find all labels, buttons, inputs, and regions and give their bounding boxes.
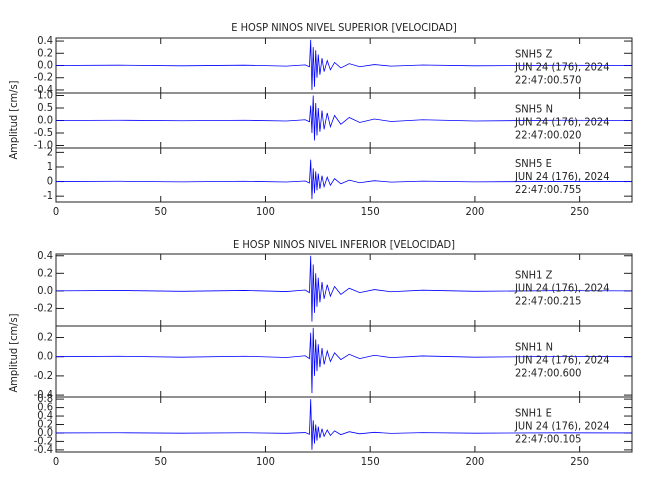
y-tick-label: 2 [47, 145, 53, 158]
y-tick-label: 0.4 [37, 409, 53, 422]
y-tick-label: 0 [47, 175, 53, 188]
x-tick-label: 100 [256, 205, 275, 218]
waveform [55, 255, 633, 322]
date-label: JUN 24 (176), 2024 [514, 116, 610, 129]
date-label: JUN 24 (176), 2024 [514, 282, 610, 295]
waveform [55, 159, 633, 200]
y-tick-label: -0.2 [34, 434, 53, 447]
x-tick-label: 150 [361, 205, 380, 218]
station-label: SNH1 E [515, 407, 552, 420]
x-tick-label: 150 [361, 455, 380, 468]
y-tick-label: 0.2 [37, 418, 53, 431]
y-tick-label: -0.5 [34, 126, 53, 139]
date-label: JUN 24 (176), 2024 [514, 420, 610, 433]
y-tick-label: -0.4 [34, 443, 53, 456]
y-tick-label: -1 [43, 189, 53, 202]
waveform [55, 399, 633, 450]
y-tick-label: 0.8 [37, 392, 53, 405]
y-tick-label: 0.2 [37, 46, 53, 59]
x-tick-label: 50 [154, 455, 167, 468]
date-label: JUN 24 (176), 2024 [514, 170, 610, 183]
chart-title: E HOSP NINOS NIVEL SUPERIOR [VELOCIDAD] [231, 21, 457, 34]
y-tick-label: -1.0 [34, 139, 53, 152]
x-tick-label: 50 [154, 205, 167, 218]
y-tick-label: 0.5 [37, 101, 53, 114]
chart-title: E HOSP NINOS NIVEL INFERIOR [VELOCIDAD] [233, 238, 455, 251]
x-tick-label: 0 [53, 205, 59, 218]
y-tick-label: 0.2 [37, 266, 53, 279]
y-tick-label: -0.4 [34, 388, 53, 401]
y-tick-label: 0.0 [37, 284, 53, 297]
time-label: 22:47:00.020 [515, 129, 581, 142]
panel-frame [55, 147, 633, 203]
station-label: SNH1 Z [515, 269, 553, 282]
date-label: JUN 24 (176), 2024 [514, 353, 610, 366]
station-label: SNH5 E [515, 157, 552, 170]
y-axis-label: Amplitud [cm/s] [7, 313, 20, 392]
station-label: SNH5 Z [515, 48, 553, 61]
y-tick-label: 0.2 [37, 331, 53, 344]
time-label: 22:47:00.570 [515, 74, 581, 87]
y-tick-label: 0.0 [37, 350, 53, 363]
y-tick-label: 0.0 [37, 114, 53, 127]
x-tick-label: 200 [465, 205, 484, 218]
y-tick-label: 1 [47, 160, 53, 173]
y-tick-label: 0.0 [37, 59, 53, 72]
waveform [55, 95, 633, 141]
y-tick-label: -0.2 [34, 369, 53, 382]
y-tick-label: 0.4 [37, 34, 53, 47]
y-tick-label: 0.4 [37, 249, 53, 262]
time-label: 22:47:00.600 [515, 366, 581, 379]
x-tick-label: 250 [570, 205, 589, 218]
y-tick-label: -0.2 [34, 301, 53, 314]
station-label: SNH5 N [515, 103, 553, 116]
waveform [55, 327, 633, 394]
date-label: JUN 24 (176), 2024 [514, 61, 610, 74]
station-label: SNH1 N [515, 340, 553, 353]
y-axis-label: Amplitud [cm/s] [7, 80, 20, 159]
y-tick-label: 0.0 [37, 426, 53, 439]
y-tick-label: 1.0 [37, 89, 53, 102]
x-tick-label: 200 [465, 455, 484, 468]
x-tick-label: 0 [53, 455, 59, 468]
waveform [55, 39, 633, 90]
y-tick-label: -0.2 [34, 71, 53, 84]
time-label: 22:47:00.105 [515, 433, 581, 446]
y-tick-label: -0.4 [34, 83, 53, 96]
time-label: 22:47:00.755 [515, 183, 581, 196]
y-tick-label: 0.6 [37, 401, 53, 414]
x-tick-label: 100 [256, 455, 275, 468]
x-tick-label: 250 [570, 455, 589, 468]
time-label: 22:47:00.215 [515, 295, 581, 308]
